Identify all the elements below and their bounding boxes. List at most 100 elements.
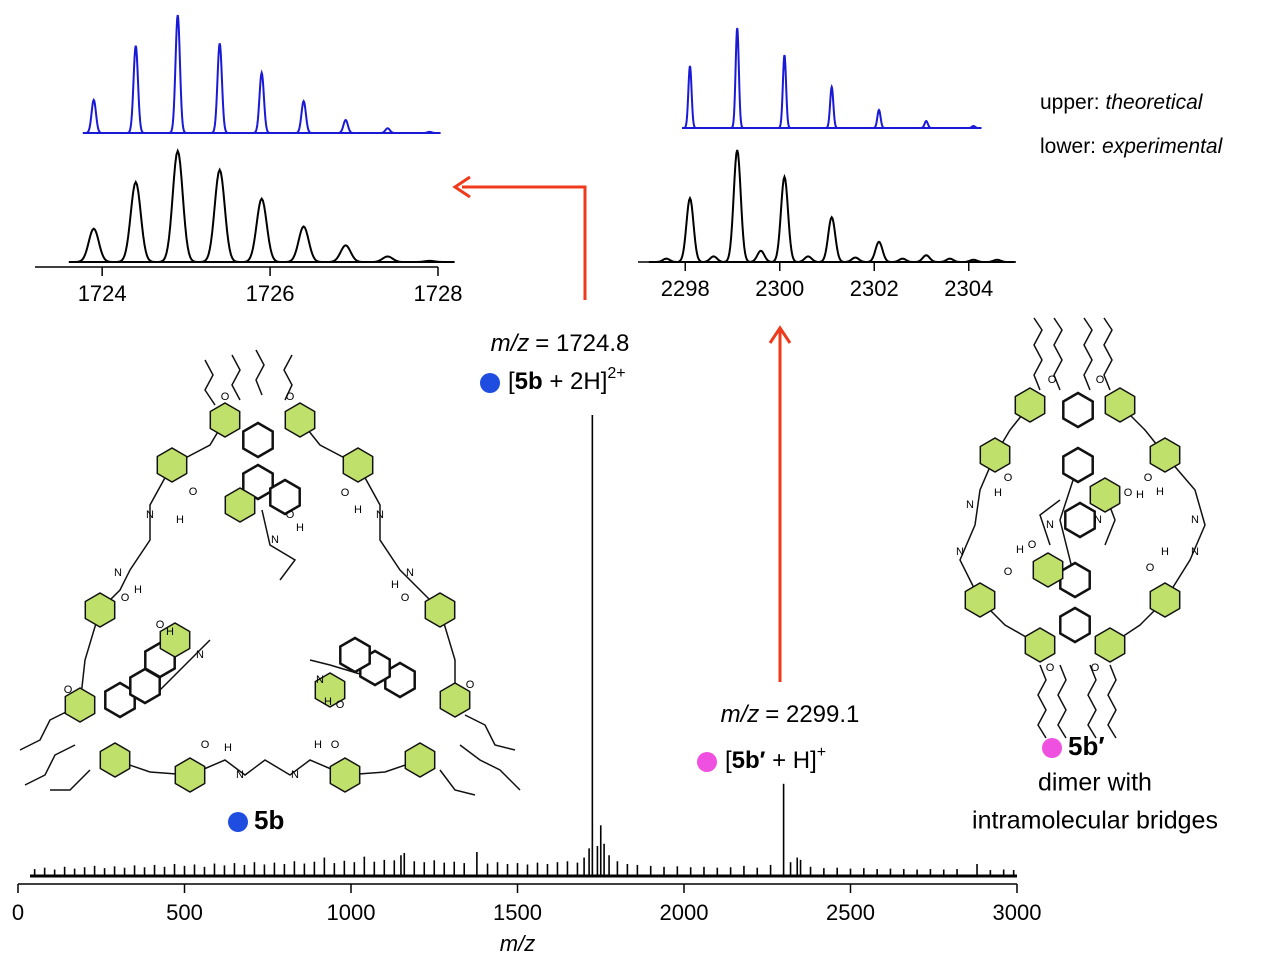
text-part: m/z [721,701,760,728]
atom-label: N [114,567,122,579]
arrow-head [452,175,471,199]
peak [168,14,187,134]
x-tick-label: 2298 [661,276,710,301]
peak [367,255,408,263]
atom-label: O [336,699,345,711]
peak [675,195,705,263]
ring [1089,477,1121,513]
ring [1062,391,1094,429]
x-tick-label: 2000 [660,900,709,925]
peak [652,257,681,263]
peak-ion: [5b + 2H]2+ [508,365,626,395]
atom-label: O [1048,374,1057,386]
text-part: + H] [765,747,816,774]
peak [325,244,366,263]
atom-label: H [134,584,142,596]
atom-label: O [1004,472,1013,484]
atom-label: N [966,499,974,511]
peak-mz: m/z = 2299.1 [721,701,860,728]
atom-label: O [64,684,73,696]
x-tick-label: 2302 [850,276,899,301]
atom-label: H [296,522,304,534]
x-tick-label: 1724 [78,281,127,306]
compound-label: 5b [254,805,284,835]
text-part: 5b′ [732,747,766,774]
arrow [462,185,587,300]
bond [1033,317,1043,391]
atom-label: O [1028,539,1037,551]
atom-label: O [156,619,165,631]
atom-label: H [1016,544,1024,556]
peak [777,54,791,129]
bond [99,464,173,611]
ring [174,757,206,793]
bond [261,509,297,581]
peak [825,83,839,129]
ring [64,687,96,723]
x-tick-label: 0 [12,900,24,925]
atom-label: O [286,391,295,403]
atom-label: N [291,769,299,781]
bond [204,359,216,406]
ring [84,592,116,628]
ring [1094,627,1126,663]
bond [357,464,441,611]
peak [864,240,893,263]
peak [967,124,980,129]
text-part: experimental [1102,135,1224,158]
peak [157,148,198,263]
peak [210,43,229,134]
ring [1014,387,1046,423]
ring [1149,437,1181,473]
atom-label: O [1144,472,1153,484]
text-part: + [817,744,826,761]
atom-label: O [1146,562,1155,574]
atom-label: H [1136,489,1144,501]
series [82,14,441,134]
atom-label: O [1096,374,1105,386]
ring [339,636,371,674]
peak [794,255,823,263]
text-part: = 1724.8 [535,330,629,357]
bond [1053,317,1063,391]
text-part: upper: [1040,91,1100,114]
ring [242,421,274,459]
peak-mz: m/z = 1724.8 [491,330,630,357]
peak [241,196,282,263]
peak [683,65,697,129]
ring [1062,446,1094,484]
bond [959,454,996,601]
text-part: m/z [491,330,530,357]
ring [242,463,274,501]
ring [329,757,361,793]
peak [746,249,775,263]
arrows [452,175,792,682]
peak [252,69,271,134]
spectrum: 1724 1726 1728 [35,14,462,306]
compound-description: dimer with [1038,769,1152,797]
atom-label: O [466,679,475,691]
atom-label: N [1191,514,1199,526]
atom-label: O [121,592,130,604]
bond [283,354,293,401]
series [648,149,1015,263]
ring [269,478,301,516]
ring [209,402,241,438]
series [30,415,1017,878]
series [681,27,982,129]
bond [1164,454,1206,601]
peak [84,97,103,134]
text-part: [ [508,368,515,395]
marker-dot [697,752,717,772]
bond [1107,664,1117,739]
text-part: lower: [1040,135,1096,158]
atom-label: O [1004,566,1013,578]
bond [50,769,91,791]
atom-label: H [1156,486,1164,498]
bond [1059,464,1079,581]
ring [99,742,131,778]
atom-label: H [314,739,322,751]
compound-description: intramolecular bridges [972,807,1218,835]
